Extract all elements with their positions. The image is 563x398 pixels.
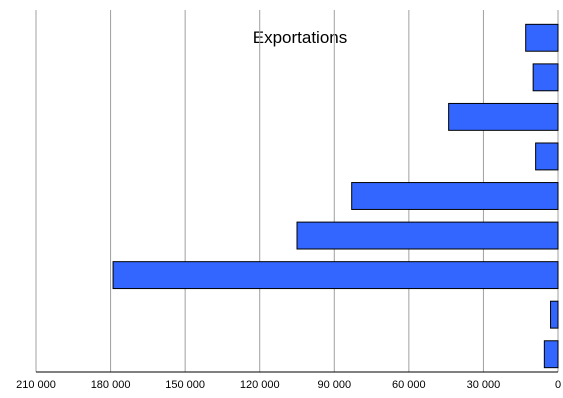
bar (351, 182, 559, 210)
x-tick-label: 60 000 (392, 379, 426, 391)
bar (543, 340, 559, 369)
chart-title: Exportations (252, 28, 348, 47)
x-tick-label: 90 000 (317, 379, 351, 391)
bar (296, 221, 559, 250)
x-tick-label: 150 000 (165, 379, 205, 391)
bar (532, 63, 559, 92)
x-tick-label: 180 000 (91, 379, 131, 391)
x-tick-label: 210 000 (16, 379, 56, 391)
bar (535, 142, 559, 171)
bar (525, 23, 559, 52)
bar (448, 102, 559, 131)
x-tick-label: 120 000 (240, 379, 280, 391)
bar (550, 300, 559, 329)
bar (112, 261, 559, 290)
x-tick-label: 30 000 (467, 379, 501, 391)
x-tick-label: 0 (555, 379, 561, 391)
